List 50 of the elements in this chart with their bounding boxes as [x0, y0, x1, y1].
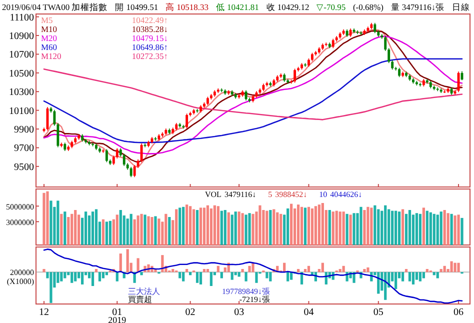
text: (-0.68%) [352, 2, 384, 12]
x-tick-label: 12 [39, 307, 49, 318]
annotation: 5 [268, 190, 272, 199]
x-tick-label: 04 [304, 307, 314, 318]
y-tick-label: 9900 [14, 124, 34, 136]
y-tick-label: 10500 [9, 68, 34, 80]
annotation: 10649.86↑ [132, 42, 168, 52]
text: 高 10518.33 [165, 2, 208, 12]
x-tick-label: 06 [454, 307, 464, 318]
series-label: M120 [41, 51, 62, 61]
text: 200000 [10, 268, 34, 278]
annotation: VOL [205, 190, 222, 199]
annotation: -7219↓張 [239, 295, 270, 304]
x-tick-label: 03 [234, 307, 244, 318]
text: 2019 [108, 315, 127, 323]
x-tick-label: 01 [112, 307, 122, 318]
text: M60 [41, 42, 58, 52]
annotation: 10272.35↑ [132, 51, 168, 61]
y-tick-label: 10900 [9, 31, 34, 42]
text: M5 [41, 15, 53, 25]
y-tick-label: 10700 [9, 50, 34, 61]
y-tick-label: 9500 [14, 162, 34, 173]
y-tick-label: 10300 [9, 87, 34, 98]
y-tick-label: 5000000 [6, 202, 34, 212]
annotation: 197789849↓張 [222, 287, 270, 296]
chart-title: 2019/06/04 TWA00 加權指數 [2, 2, 108, 12]
text: 日線 [452, 2, 470, 12]
y-tick-label: 10100 [9, 106, 34, 117]
annotation: 4044626↓ [330, 190, 362, 199]
annotation: 三大法人 [128, 287, 160, 296]
x-tick-label: 05 [373, 307, 384, 318]
text: ▽-70.95 [316, 2, 346, 12]
y-tick-label: 11100 [10, 12, 34, 24]
y-tick-label: 3000000 [6, 218, 34, 228]
annotation: 10422.49↑ [132, 15, 168, 25]
x-tick-label: 02 [185, 307, 196, 318]
text: M20 [41, 33, 58, 43]
annotation: 買賣超 [128, 295, 152, 304]
annotation: 10385.28↓ [132, 24, 168, 34]
y-tick-label: 9700 [14, 143, 34, 154]
text: 低 10421.81 [216, 2, 259, 12]
text: 量 3479116↓張 [390, 2, 445, 12]
text: 收 10429.12 [266, 2, 310, 12]
text: 開 10499.51 [115, 2, 158, 12]
y-axis-title: (X1000) [6, 277, 34, 286]
annotation: 3479116↓ [224, 190, 256, 199]
annotation: 10479.15↓ [132, 33, 168, 43]
annotation: 10 [319, 190, 328, 199]
text: M10 [41, 24, 58, 34]
annotation: 3988452↓ [275, 190, 308, 199]
